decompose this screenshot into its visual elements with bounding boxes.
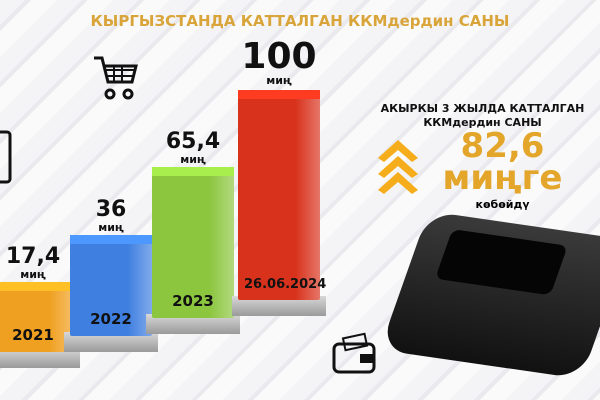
value-number: 100 xyxy=(241,36,317,77)
bar-category-label: 2021 xyxy=(12,325,54,344)
chevron-up-icon xyxy=(378,140,418,194)
summary-panel: АКЫРКЫ 3 ЖЫЛДА КАТТАЛГАН ККМдердин САНЫ … xyxy=(365,102,600,211)
shopping-cart-icon xyxy=(94,56,138,100)
bar-value-label: 100 миң xyxy=(234,36,324,88)
value-unit: миң xyxy=(20,268,46,282)
bar-category-label: 2023 xyxy=(172,291,214,310)
page-title: КЫРГЫЗСТАНДА КАТТАЛГАН ККМдердин САНЫ xyxy=(90,12,510,30)
bar-pedestal xyxy=(146,314,240,334)
bar-26.06.2024: 26.06.2024 xyxy=(238,90,327,300)
value-unit: миң xyxy=(266,74,292,87)
wallet-icon xyxy=(332,332,376,374)
bar-value-label: 65,4 миң xyxy=(148,128,238,166)
bar-2022: 2022 xyxy=(70,234,152,336)
summary-unit: миңге xyxy=(442,158,563,198)
receipt-icon xyxy=(0,130,12,184)
summary-heading: АКЫРКЫ 3 ЖЫЛДА КАТТАЛГАН xyxy=(380,102,585,115)
bar-pedestal xyxy=(232,296,326,316)
bar-category-label: 2022 xyxy=(90,309,132,328)
bar-2021: 2021 xyxy=(0,282,74,352)
summary-subheading: ККМдердин САНЫ xyxy=(423,116,542,129)
bar-pedestal xyxy=(64,332,158,352)
value-number: 36 xyxy=(95,196,127,222)
summary-value: 82,6 xyxy=(460,126,545,166)
bar-2023: 2023 xyxy=(152,166,234,318)
bar-pedestal xyxy=(0,348,80,368)
pos-terminal-icon xyxy=(379,211,600,379)
value-unit: миң xyxy=(180,152,206,166)
summary-suffix: көбөйдү xyxy=(475,198,530,211)
value-unit: миң xyxy=(98,220,124,234)
bar-category-label: 26.06.2024 xyxy=(244,277,327,292)
bar-value-label: 36 миң xyxy=(66,196,156,234)
value-number: 17,4 xyxy=(5,244,61,270)
value-number: 65,4 xyxy=(165,128,221,154)
bar-value-label: 17,4 миң xyxy=(0,244,78,282)
